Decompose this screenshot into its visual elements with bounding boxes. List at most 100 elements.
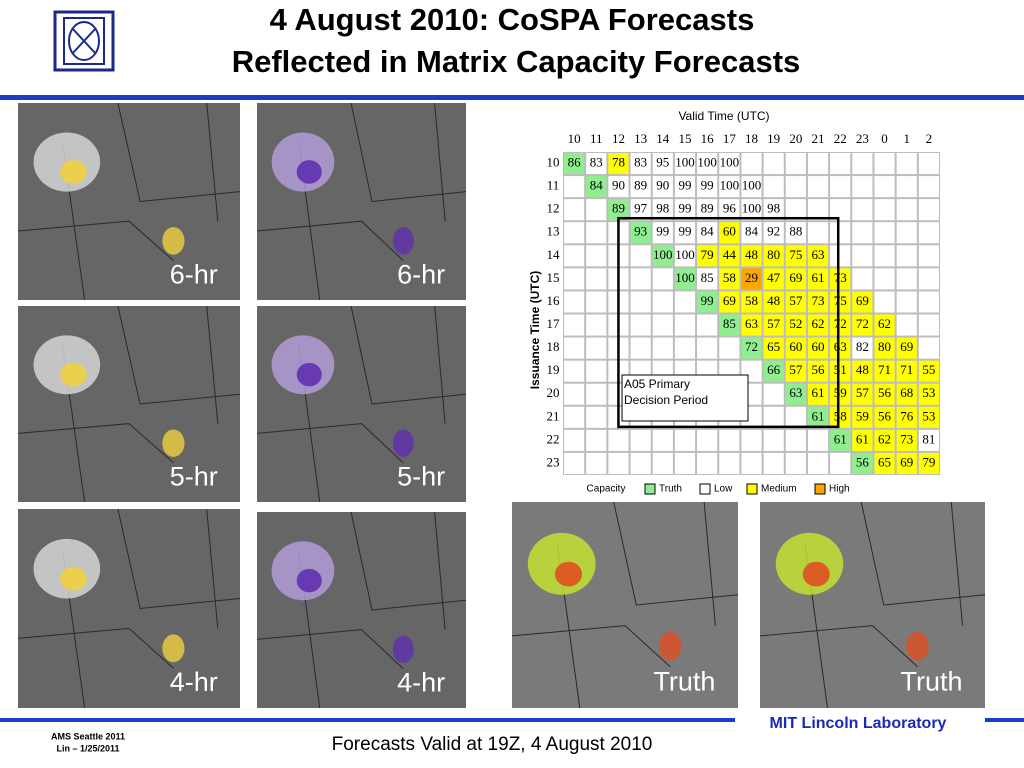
cell [785, 337, 806, 359]
cell [874, 153, 895, 175]
cell [852, 268, 873, 290]
cell-value: 99 [701, 293, 714, 308]
cell [564, 245, 585, 267]
cell [630, 291, 651, 313]
cell-value: 69 [900, 339, 913, 354]
cell [719, 429, 740, 451]
cell [697, 337, 718, 359]
cell-value: 62 [878, 316, 891, 331]
cell [719, 291, 740, 313]
column-header: 19 [767, 131, 780, 146]
cell-value: 56 [878, 385, 892, 400]
cell-value: 96 [723, 201, 737, 216]
cell [741, 452, 762, 474]
cell [763, 176, 784, 198]
legend-swatch [644, 483, 656, 495]
cell-value: 100 [675, 270, 695, 285]
cell [874, 406, 895, 428]
legend-label: Low [714, 484, 733, 495]
row-header: 11 [547, 178, 560, 193]
panel-label: 6-hr [170, 259, 218, 289]
cell [586, 406, 607, 428]
cell [830, 452, 851, 474]
cell [852, 153, 873, 175]
cell-value: 60 [812, 339, 825, 354]
column-header: 21 [812, 131, 825, 146]
cell-value: 85 [701, 270, 714, 285]
map-borders [256, 511, 467, 709]
cell [719, 199, 740, 221]
cell-value: 73 [900, 431, 913, 446]
cell-value: 48 [767, 293, 780, 308]
row-header: 23 [547, 454, 560, 469]
cell-value: 79 [701, 247, 714, 262]
cell-value: 69 [856, 293, 869, 308]
cell [852, 383, 873, 405]
cell [586, 222, 607, 244]
panel-label: 5-hr [397, 462, 445, 492]
cell [785, 360, 806, 382]
cell [697, 245, 718, 267]
cell [564, 176, 585, 198]
cell-value: 73 [812, 293, 825, 308]
cell [874, 383, 895, 405]
cell [918, 176, 939, 198]
cell [807, 291, 829, 313]
cell-value: 51 [834, 362, 847, 377]
map-panel: 5-hr [17, 305, 241, 503]
cell [674, 452, 696, 474]
cell [630, 176, 651, 198]
cell [896, 268, 917, 290]
cell [564, 222, 585, 244]
cell [874, 452, 895, 474]
cell [874, 314, 895, 336]
cell [918, 406, 939, 428]
cell [719, 176, 740, 198]
cell [763, 337, 784, 359]
cell [852, 429, 873, 451]
cell [652, 222, 673, 244]
cell-value: 48 [856, 362, 869, 377]
cell [630, 268, 651, 290]
cell [918, 337, 939, 359]
cell [874, 429, 895, 451]
cell [807, 406, 829, 428]
cell [564, 337, 585, 359]
cell [741, 222, 762, 244]
cell-value: 60 [723, 224, 736, 239]
cell [830, 291, 851, 313]
column-header: 10 [568, 131, 581, 146]
cell [564, 291, 585, 313]
map-panel: Truth [759, 501, 986, 709]
cell [586, 268, 607, 290]
cell-value: 99 [678, 201, 691, 216]
cell [785, 199, 806, 221]
cell [896, 176, 917, 198]
cell-value: 63 [745, 316, 758, 331]
cell [830, 222, 851, 244]
cell [763, 314, 784, 336]
cell-value: 89 [701, 201, 714, 216]
column-header: 16 [701, 131, 715, 146]
weather-cell [392, 429, 414, 457]
column-header: 11 [590, 131, 603, 146]
cell-value: 53 [922, 408, 935, 423]
cell [874, 199, 895, 221]
weather-cell [296, 568, 322, 593]
cell [630, 314, 651, 336]
cell [697, 153, 718, 175]
cell [608, 199, 629, 221]
cell [852, 360, 873, 382]
footer-rule [985, 718, 1024, 722]
cell [896, 153, 917, 175]
cell [896, 199, 917, 221]
cell [830, 268, 851, 290]
cell [830, 383, 851, 405]
organization: MIT Lincoln Laboratory [770, 715, 947, 732]
cell-value: 47 [767, 270, 781, 285]
cell [586, 429, 607, 451]
column-header: 2 [926, 131, 933, 146]
cell [697, 314, 718, 336]
cell-value: 73 [834, 270, 847, 285]
weather-cell [162, 429, 185, 457]
